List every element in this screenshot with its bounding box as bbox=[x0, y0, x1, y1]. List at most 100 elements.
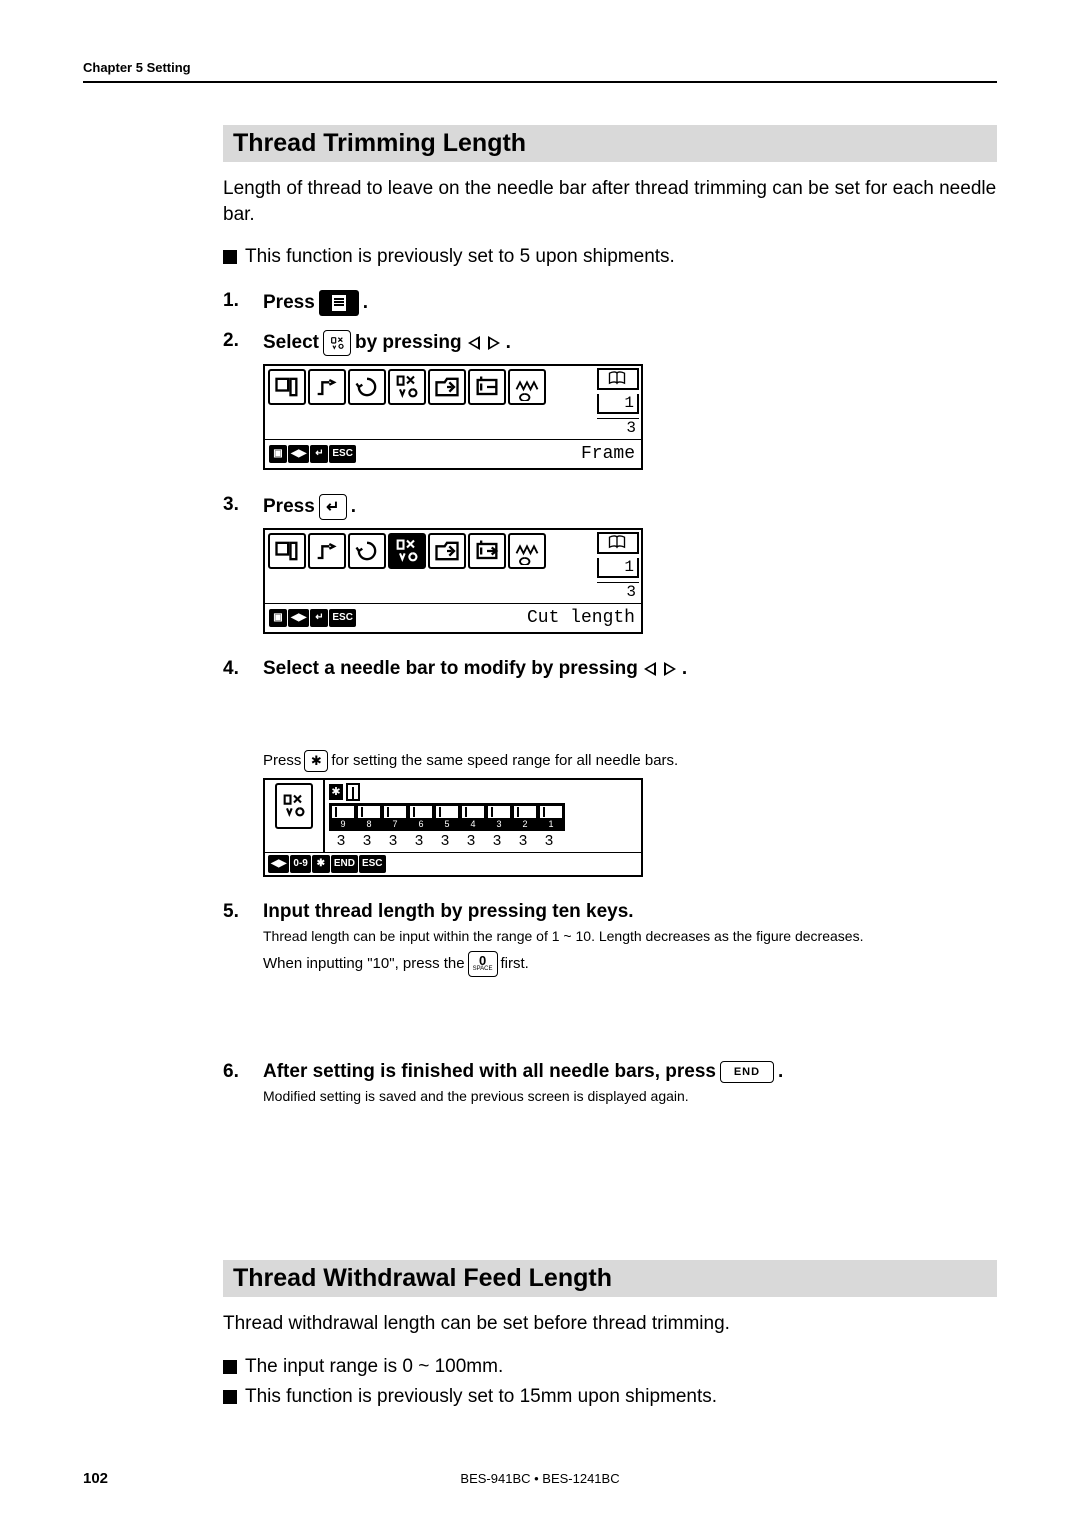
legend-icon: ▣ bbox=[269, 609, 287, 627]
step-5: 5. Input thread length by pressing ten k… bbox=[223, 901, 997, 977]
footer-model: BES-941BC • BES-1241BC bbox=[460, 1471, 619, 1486]
triangle-left-icon bbox=[644, 662, 656, 676]
step-4-text-b: . bbox=[682, 658, 687, 680]
lcd-icon-frame bbox=[468, 369, 506, 405]
step-5-sub2b: first. bbox=[501, 953, 529, 974]
step-5-sub2a: When inputting "10", press the bbox=[263, 953, 465, 974]
needle-slot: 9 bbox=[331, 805, 355, 829]
lcd1-icon-row bbox=[265, 366, 595, 439]
section1-note1: This function is previously set to 5 upo… bbox=[223, 245, 997, 270]
needle-values-row: 333333333 bbox=[329, 833, 637, 850]
triangle-right-icon bbox=[664, 662, 676, 676]
step-1-num: 1. bbox=[223, 290, 263, 316]
needle-value: 3 bbox=[537, 833, 561, 850]
lcd-icon-rotate bbox=[348, 533, 386, 569]
lcd-icon-feed bbox=[308, 533, 346, 569]
lcd2-top-number: 1 bbox=[597, 558, 639, 578]
lcd1-top-number: 1 bbox=[597, 394, 639, 414]
step-2-text-b: by pressing bbox=[355, 332, 462, 354]
lcd-icon-stitch bbox=[508, 369, 546, 405]
legend-icon: ESC bbox=[329, 445, 356, 463]
step-2-text-a: Select bbox=[263, 332, 319, 354]
lcd1-label: Frame bbox=[581, 444, 637, 464]
legend-icon: ↵ bbox=[310, 609, 328, 627]
lcd-icon-feed bbox=[308, 369, 346, 405]
section2-intro: Thread withdrawal length can be set befo… bbox=[223, 1311, 997, 1337]
legend-icon: END bbox=[331, 855, 358, 873]
lcd-screen-1: 1 3 ▣ ◀▶ ↵ ESC Frame bbox=[263, 364, 643, 470]
star-key-icon: ✱ bbox=[304, 750, 328, 772]
lcd-icon-thread-trim bbox=[388, 369, 426, 405]
section2-title: Thread Withdrawal Feed Length bbox=[223, 1260, 997, 1297]
step-4-text-a: Select a needle bar to modify by pressin… bbox=[263, 658, 638, 680]
section2-note2: This function is previously set to 15mm … bbox=[223, 1385, 997, 1410]
needle-slot: 8 bbox=[357, 805, 381, 829]
step-4: 4. Select a needle bar to modify by pres… bbox=[223, 658, 997, 887]
step-3-text-b: . bbox=[351, 496, 356, 518]
lcd2-legend: ▣ ◀▶ ↵ ESC bbox=[269, 609, 356, 627]
legend-icon: ◀▶ bbox=[288, 445, 309, 463]
lcd-icon-frame bbox=[468, 533, 506, 569]
lcd1-bot-number: 3 bbox=[597, 418, 639, 437]
zero-key-label: 0 bbox=[479, 956, 486, 966]
needle-slot: 1 bbox=[539, 805, 563, 829]
needle-value: 3 bbox=[459, 833, 483, 850]
step-6-sub: Modified setting is saved and the previo… bbox=[263, 1087, 997, 1107]
needle-slots: 987654321 bbox=[329, 803, 565, 831]
press-star-a: Press bbox=[263, 752, 301, 769]
note1-text: This function is previously set to 5 upo… bbox=[245, 245, 675, 270]
lcd-screen-2: 1 3 ▣ ◀▶ ↵ ESC Cut length bbox=[263, 528, 643, 634]
step-4-num: 4. bbox=[223, 658, 263, 887]
step-5-num: 5. bbox=[223, 901, 263, 977]
needle-slot: 7 bbox=[383, 805, 407, 829]
legend-icon: 0-9 bbox=[290, 855, 310, 873]
end-key-icon: END bbox=[720, 1061, 774, 1083]
step-3-text-a: Press bbox=[263, 496, 315, 518]
needle-value: 3 bbox=[511, 833, 535, 850]
lcd2-bot-number: 3 bbox=[597, 582, 639, 601]
section2-note1-text: The input range is 0 ~ 100mm. bbox=[245, 1355, 503, 1380]
needle-slot: 5 bbox=[435, 805, 459, 829]
section2-note1: The input range is 0 ~ 100mm. bbox=[223, 1355, 997, 1380]
needle-slot: 6 bbox=[409, 805, 433, 829]
panel-mode-icon bbox=[275, 783, 313, 829]
lcd-icon-rotate bbox=[348, 369, 386, 405]
legend-icon: ✱ bbox=[312, 855, 330, 873]
needle-slot: 2 bbox=[513, 805, 537, 829]
needle-value: 3 bbox=[433, 833, 457, 850]
page-footer: 102 BES-941BC • BES-1241BC bbox=[0, 1471, 1080, 1486]
step-3: 3. Press ↵ . bbox=[223, 494, 997, 644]
needle-value: 3 bbox=[485, 833, 509, 850]
needle-bar-panel: ✱ 987654321 333333333 bbox=[263, 778, 643, 877]
page-number: 102 bbox=[83, 1470, 108, 1487]
lcd-icon-machine bbox=[268, 369, 306, 405]
panel-legend: ◀▶ 0-9 ✱ END ESC bbox=[268, 855, 638, 873]
chapter-header: Chapter 5 Setting bbox=[83, 60, 997, 83]
triangle-left-icon bbox=[468, 336, 480, 350]
legend-icon: ◀▶ bbox=[288, 609, 309, 627]
step-1: 1. Press . bbox=[223, 290, 997, 316]
bullet-square-icon bbox=[223, 1390, 237, 1404]
step-2-text-c: . bbox=[506, 332, 511, 354]
legend-icon: ↵ bbox=[310, 445, 328, 463]
needle-slot: 4 bbox=[461, 805, 485, 829]
lcd-icon-thread-trim-selected bbox=[388, 533, 426, 569]
needle-value: 3 bbox=[381, 833, 405, 850]
step-6-text-b: . bbox=[778, 1061, 783, 1083]
step-2-num: 2. bbox=[223, 330, 263, 480]
thread-trim-icon bbox=[323, 330, 351, 356]
menu-document-button-icon bbox=[319, 290, 359, 316]
zero-key-sublabel: SPACE bbox=[473, 966, 493, 972]
step-1-text-b: . bbox=[363, 292, 368, 314]
step-2: 2. Select by pressing . bbox=[223, 330, 997, 480]
lcd2-book-icon bbox=[597, 532, 639, 554]
page: Chapter 5 Setting Thread Trimming Length… bbox=[0, 0, 1080, 1528]
section1-intro: Length of thread to leave on the needle … bbox=[223, 176, 997, 227]
section2-note2-text: This function is previously set to 15mm … bbox=[245, 1385, 717, 1410]
lcd-icon-folder bbox=[428, 369, 466, 405]
needle-value: 3 bbox=[355, 833, 379, 850]
lcd1-right-panel: 1 3 bbox=[595, 366, 641, 439]
triangle-right-icon bbox=[488, 336, 500, 350]
bullet-square-icon bbox=[223, 250, 237, 264]
step-5-sub1: Thread length can be input within the ra… bbox=[263, 927, 997, 947]
